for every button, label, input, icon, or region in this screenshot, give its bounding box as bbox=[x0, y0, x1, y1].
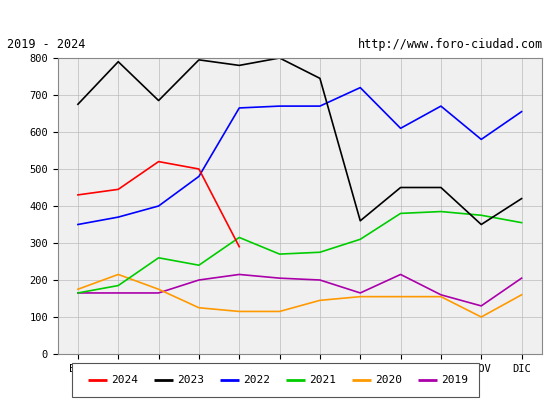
Text: http://www.foro-ciudad.com: http://www.foro-ciudad.com bbox=[358, 38, 543, 51]
Text: 2023: 2023 bbox=[177, 375, 204, 385]
FancyBboxPatch shape bbox=[72, 364, 478, 397]
Text: 2021: 2021 bbox=[309, 375, 336, 385]
Text: 2022: 2022 bbox=[243, 375, 270, 385]
Text: 2020: 2020 bbox=[375, 375, 402, 385]
Text: 2019 - 2024: 2019 - 2024 bbox=[7, 38, 85, 51]
Text: Evolucion Nº Turistas Nacionales en el municipio de Olesa de Bonesvalls: Evolucion Nº Turistas Nacionales en el m… bbox=[34, 10, 516, 23]
Text: 2019: 2019 bbox=[441, 375, 468, 385]
Text: 2024: 2024 bbox=[111, 375, 138, 385]
